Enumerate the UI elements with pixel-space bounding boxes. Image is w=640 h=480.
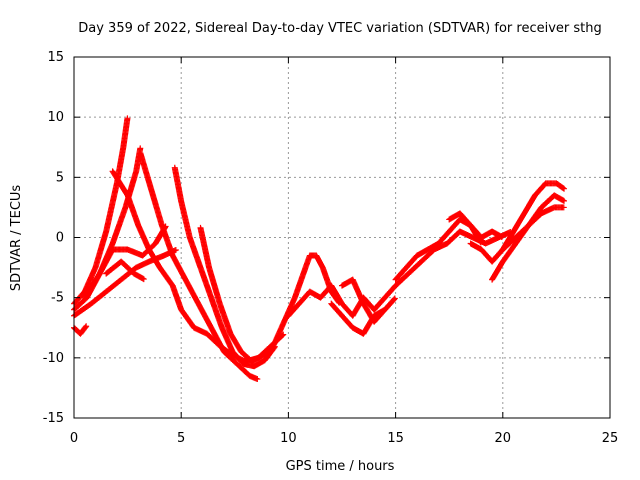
- series-arc-9: [81, 223, 169, 301]
- marker: [124, 115, 131, 122]
- marker: [560, 204, 567, 211]
- marker: [172, 247, 179, 254]
- y-tick-label: -10: [43, 351, 64, 366]
- y-axis-label: SDTVAR / TECUs: [9, 185, 24, 292]
- series-arc-19: [489, 192, 568, 283]
- marker: [140, 276, 147, 283]
- y-tick-label: -5: [51, 291, 64, 306]
- x-tick-label: 5: [177, 431, 185, 446]
- series-arc-17: [446, 210, 484, 246]
- x-tick-label: 15: [387, 431, 404, 446]
- marker: [83, 323, 90, 330]
- series-arc-7: [197, 224, 276, 365]
- axes: -15 -10 -5 0 5 10 15 0 5 10 15 20 25: [43, 50, 619, 446]
- x-axis-label: GPS time / hours: [286, 459, 395, 474]
- marker: [254, 376, 261, 383]
- series-arc-20: [499, 204, 567, 253]
- y-tick-label: -15: [43, 411, 64, 426]
- marker: [391, 296, 398, 303]
- series-arc-14: [339, 276, 388, 325]
- x-tick-label: 10: [280, 431, 297, 446]
- y-tick-label: 5: [56, 170, 64, 185]
- x-tick-label: 20: [495, 431, 512, 446]
- marker: [82, 324, 89, 331]
- x-tick-label: 25: [602, 431, 619, 446]
- y-tick-label: 15: [47, 50, 64, 65]
- x-tick-label: 0: [70, 431, 78, 446]
- marker: [560, 185, 567, 192]
- series-arc-12: [285, 282, 398, 319]
- series-arc-16: [392, 228, 514, 289]
- series-arc-5: [137, 150, 261, 383]
- series-arc-8: [71, 247, 179, 319]
- y-tick-label: 0: [56, 231, 64, 246]
- marker: [477, 239, 484, 246]
- marker: [381, 307, 388, 314]
- marker: [269, 346, 276, 353]
- y-tick-label: 10: [47, 110, 64, 125]
- marker: [561, 197, 568, 204]
- marker: [380, 308, 387, 315]
- chart-title: Day 359 of 2022, Sidereal Day-to-day VTE…: [78, 21, 602, 36]
- series-arc-3: [71, 323, 90, 337]
- marker: [391, 295, 398, 302]
- marker: [162, 223, 169, 230]
- series-arc-6: [171, 164, 278, 370]
- marker: [561, 185, 568, 192]
- plot-area: [71, 115, 568, 383]
- series-arc-10: [103, 258, 147, 283]
